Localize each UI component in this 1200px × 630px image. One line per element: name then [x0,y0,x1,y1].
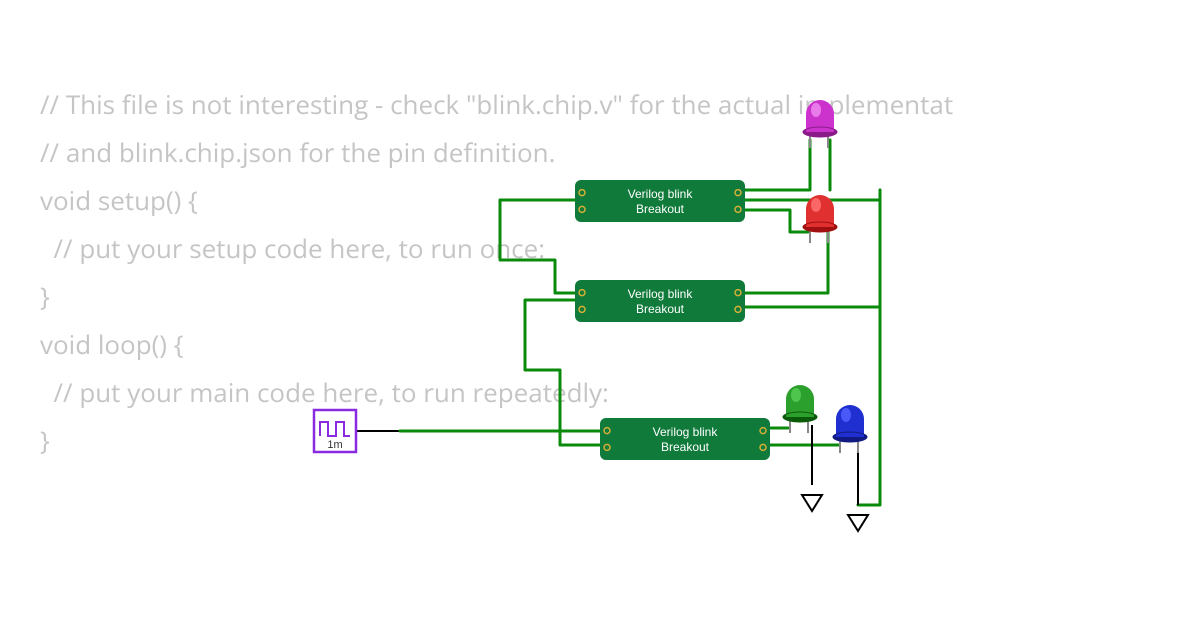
code-line: void loop() { [40,320,1160,368]
code-line: // put your main code here, to run repea… [40,368,1160,416]
code-line: void setup() { [40,176,1160,224]
code-line: // put your setup code here, to run once… [40,224,1160,272]
code-line: // and blink.chip.json for the pin defin… [40,128,1160,176]
code-line: } [40,416,1160,464]
code-line: } [40,272,1160,320]
code-editor-background: // This file is not interesting - check … [0,0,1200,630]
code-line: // This file is not interesting - check … [40,80,1160,128]
